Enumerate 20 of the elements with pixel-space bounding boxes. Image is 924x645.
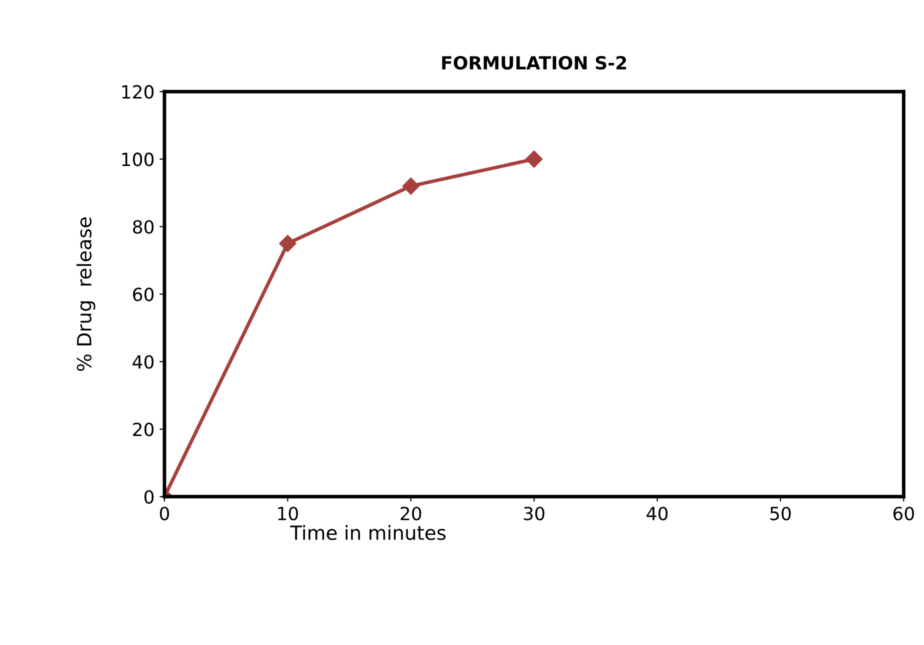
chart-title: FORMULATION S-2 [442, 56, 626, 70]
point [526, 150, 543, 168]
x-tick-label: 50 [770, 506, 791, 520]
y-axis-title: % Drug release [76, 217, 96, 371]
y-tick-label: 40 [132, 355, 154, 369]
y-tick-label: 100 [122, 152, 154, 166]
x-tick-label: 20 [400, 506, 422, 520]
x-tick-label: 10 [278, 506, 298, 520]
y-tick-label: 80 [133, 220, 154, 234]
y-tick-label: 0 [144, 490, 154, 504]
x-axis-title: Time in minutes [290, 525, 446, 540]
y-tick-label: 120 [122, 85, 154, 99]
y-tick-label: 60 [133, 288, 154, 302]
x-tick-label: 40 [646, 506, 668, 520]
x-tick-label: 60 [893, 506, 914, 520]
y-tick-label: 20 [133, 422, 154, 436]
point [402, 178, 420, 195]
x-tick-label: 0 [160, 506, 170, 520]
x-tick-label: 30 [524, 506, 544, 520]
point [279, 234, 296, 252]
